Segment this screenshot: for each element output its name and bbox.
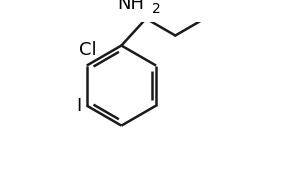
Text: NH: NH (118, 0, 145, 13)
Text: I: I (76, 97, 81, 115)
Text: Cl: Cl (80, 41, 97, 59)
Text: 2: 2 (152, 1, 161, 16)
